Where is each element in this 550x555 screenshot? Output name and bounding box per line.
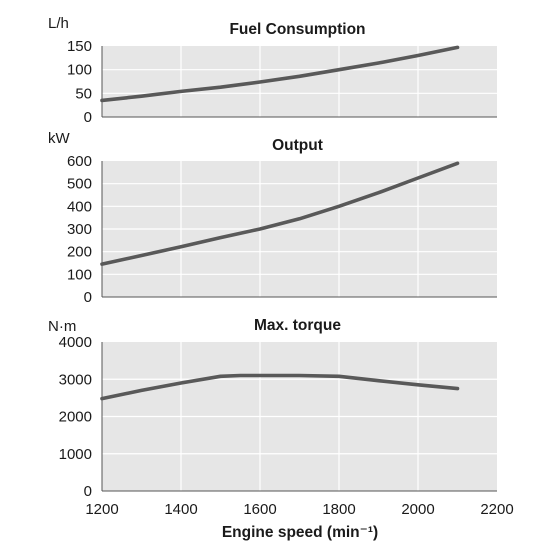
x-tick-label: 1200 [85,501,118,518]
x-tick-label: 2200 [480,501,513,518]
x-tick-label: 1400 [164,501,197,518]
y-tick-label: 0 [84,289,92,306]
chart-panel-1: 0 50 100 150 L/h Fuel Consumption [48,15,497,126]
x-tick-label: 2000 [401,501,434,518]
series-line [100,161,460,266]
y-tick-label: 0 [84,109,92,126]
chart-panel-2: 0 100 200 300 400 500 600 kW Output [48,130,497,306]
y-tick-label: 100 [67,62,92,79]
y-tick-label: 4000 [59,334,92,351]
series-line [100,373,460,401]
x-tick-label: 1800 [322,501,355,518]
y-axis-unit-label: L/h [48,15,69,32]
series-line [100,45,460,103]
y-tick-label: 50 [75,85,92,102]
y-tick-label: 0 [84,483,92,500]
y-tick-label: 600 [67,153,92,170]
y-tick-label: 100 [67,266,92,283]
y-axis-unit-label: kW [48,130,71,147]
y-tick-label: 500 [67,176,92,193]
y-tick-label: 1000 [59,446,92,463]
y-axis-unit-label: N·m [48,318,76,335]
y-tick-label: 150 [67,38,92,55]
y-tick-label: 300 [67,221,92,238]
y-tick-label: 2000 [59,409,92,426]
y-tick-label: 3000 [59,371,92,388]
x-axis-title: Engine speed (min⁻¹) [222,524,378,541]
y-tick-label: 400 [67,198,92,215]
x-tick-label: 1600 [243,501,276,518]
chart-title: Max. torque [254,317,341,334]
y-tick-label: 200 [67,244,92,261]
chart-title: Fuel Consumption [229,21,365,38]
chart-title: Output [272,137,323,154]
plot-area [102,46,497,117]
